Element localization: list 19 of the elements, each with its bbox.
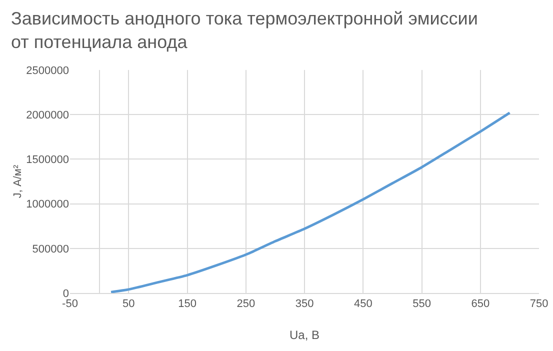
x-tick-label: -50	[62, 298, 78, 310]
y-tick-label: 1000000	[26, 198, 69, 211]
x-tick-label: 50	[122, 298, 135, 310]
chart-title: Зависимость анодного тока термоэлектронной эмиссии от потенциала анода	[11, 8, 478, 52]
y-tick-label: 500000	[32, 243, 69, 256]
y-axis-title: J, А/м²	[12, 164, 24, 198]
x-tick-label: 450	[354, 298, 372, 310]
line-series	[110, 112, 511, 293]
y-tick-label: 0	[62, 288, 69, 300]
x-tick-label: 150	[178, 298, 196, 310]
y-tick-label: 2000000	[26, 109, 69, 122]
x-tick-label: 550	[412, 298, 431, 310]
x-tick-label: 350	[295, 298, 314, 310]
x-axis-title: Ua, В	[289, 328, 320, 342]
x-tick-label: 650	[471, 298, 490, 310]
y-tick-label: 1500000	[26, 154, 69, 166]
x-tick-label: 750	[530, 298, 548, 310]
y-tick-label: 2500000	[26, 64, 69, 77]
x-tick-label: 250	[236, 298, 256, 310]
